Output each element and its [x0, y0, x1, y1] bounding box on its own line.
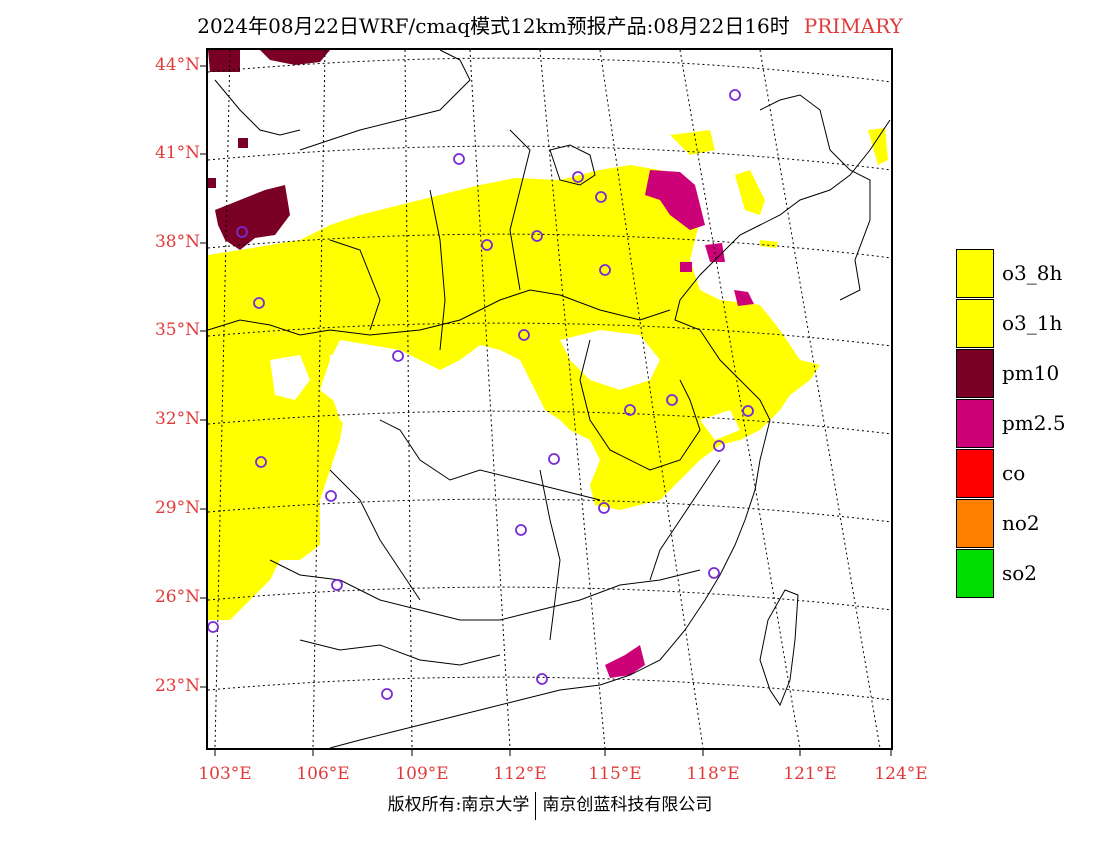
copyright-footer: 版权所有:南京大学 南京创蓝科技有限公司	[0, 790, 1100, 820]
footer-right: 南京创蓝科技有限公司	[542, 795, 713, 815]
lat-label-41: 41°N	[154, 143, 200, 163]
lat-label-23: 23°N	[154, 676, 200, 696]
station-marker	[572, 171, 584, 183]
lon-label-121: 121°E	[783, 764, 837, 784]
station-marker	[536, 673, 548, 685]
legend-label: pm2.5	[1002, 411, 1066, 435]
map-title: 2024年08月22日WRF/cmaq模式12km预报产品:08月22日16时 P…	[0, 10, 1100, 39]
station-marker	[595, 191, 607, 203]
legend-swatch	[956, 399, 994, 448]
station-marker	[331, 579, 343, 591]
map-frame	[206, 48, 893, 750]
lat-label-35: 35°N	[154, 320, 200, 340]
station-marker	[742, 405, 754, 417]
station-marker	[518, 329, 530, 341]
station-marker	[253, 297, 265, 309]
legend-label: so2	[1002, 561, 1038, 585]
pm25-area	[645, 170, 705, 230]
legend-swatch	[956, 299, 994, 348]
station-marker	[624, 404, 636, 416]
graticule	[207, 49, 893, 749]
station-marker	[666, 394, 678, 406]
legend-swatch	[956, 349, 994, 398]
lon-label-115: 115°E	[588, 764, 642, 784]
station-marker	[392, 350, 404, 362]
lat-label-32: 32°N	[154, 409, 200, 429]
station-marker	[515, 524, 527, 536]
station-marker	[729, 89, 741, 101]
legend-swatch	[956, 449, 994, 498]
legend-label: o3_1h	[1002, 311, 1063, 335]
legend-label: co	[1002, 461, 1026, 485]
legend-swatch	[956, 549, 994, 598]
station-marker	[708, 567, 720, 579]
pollution-layer	[208, 50, 888, 678]
tick-marks	[200, 65, 892, 756]
station-marker	[207, 621, 219, 633]
lat-label-26: 26°N	[154, 587, 200, 607]
boundaries	[207, 49, 891, 749]
lat-label-29: 29°N	[154, 498, 200, 518]
station-marker	[599, 264, 611, 276]
lon-label-103: 103°E	[198, 764, 252, 784]
station-marker	[381, 688, 393, 700]
title-tag: PRIMARY	[803, 14, 903, 38]
station-marker	[481, 239, 493, 251]
station-marker	[236, 226, 248, 238]
lat-label-44: 44°N	[154, 55, 200, 75]
coastline	[329, 119, 891, 749]
pm10-area	[215, 185, 290, 250]
station-marker	[598, 502, 610, 514]
o3-area-west	[208, 165, 820, 620]
taiwan-outline	[759, 589, 799, 707]
lon-label-112: 112°E	[493, 764, 547, 784]
lon-label-124: 124°E	[874, 764, 928, 784]
footer-separator	[535, 791, 537, 820]
station-marker	[548, 453, 560, 465]
lat-label-38: 38°N	[154, 232, 200, 252]
legend-swatch	[956, 499, 994, 548]
station-marker	[531, 230, 543, 242]
station-marker	[325, 490, 337, 502]
lon-label-106: 106°E	[296, 764, 350, 784]
station-marker	[255, 456, 267, 468]
footer-left: 版权所有:南京大学	[387, 795, 530, 815]
station-marker	[713, 440, 725, 452]
legend-label: pm10	[1002, 361, 1060, 385]
station-marker	[453, 153, 465, 165]
lon-label-118: 118°E	[686, 764, 740, 784]
lon-label-109: 109°E	[395, 764, 449, 784]
title-main: 2024年08月22日WRF/cmaq模式12km预报产品:08月22日16时	[197, 14, 790, 38]
legend-label: o3_8h	[1002, 261, 1063, 285]
legend-label: no2	[1002, 511, 1040, 535]
legend-swatch	[956, 249, 994, 298]
